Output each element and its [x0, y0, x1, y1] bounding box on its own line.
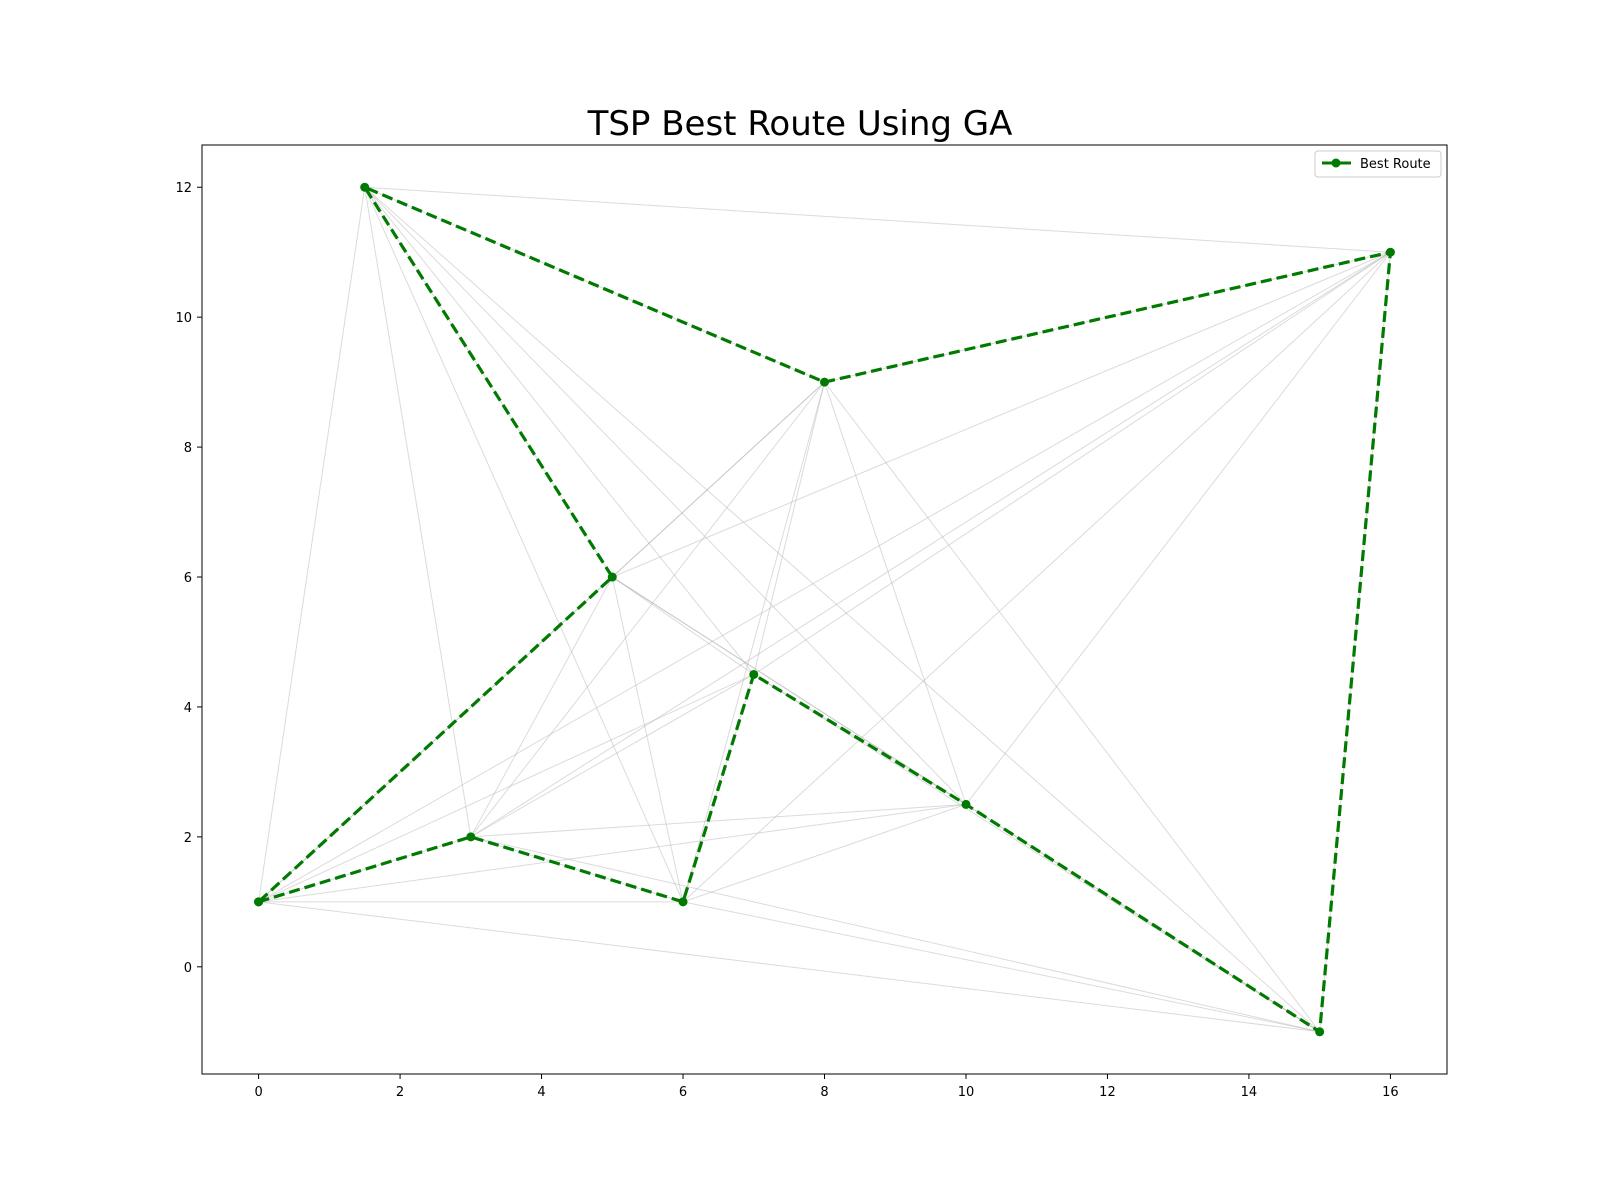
- background-edge: [612, 576, 755, 675]
- best-route-series: [254, 182, 1395, 1037]
- y-tick-label: 12: [175, 181, 192, 196]
- background-edge: [470, 836, 1320, 1033]
- background-edge: [258, 381, 825, 903]
- route-point: [749, 669, 759, 679]
- background-edge: [258, 674, 754, 903]
- y-tick-label: 8: [184, 441, 192, 456]
- route-point: [1385, 247, 1395, 257]
- background-edge: [682, 251, 1391, 903]
- route-point: [607, 572, 617, 582]
- y-tick-label: 4: [184, 701, 192, 716]
- background-edge: [364, 186, 1321, 1033]
- axes: 0 2 4 6 8 10 12 14 16 0 2 4 6 8 10 12: [175, 144, 1448, 1100]
- x-tick-label: 8: [820, 1085, 828, 1100]
- background-edge: [612, 576, 967, 805]
- y-tick-label: 0: [184, 961, 192, 976]
- background-edge: [470, 381, 825, 838]
- background-edge: [258, 251, 1391, 903]
- background-edge: [364, 186, 755, 675]
- plot-frame: [201, 144, 1448, 1075]
- x-tick-label: 10: [958, 1085, 975, 1100]
- background-edge: [364, 187, 684, 903]
- route-point: [820, 377, 829, 387]
- background-edge: [682, 901, 1320, 1033]
- background-edge: [824, 381, 967, 805]
- legend-box: [1314, 150, 1442, 178]
- background-edge: [824, 381, 1321, 1033]
- x-tick-label: 12: [1099, 1085, 1116, 1100]
- route-point: [678, 897, 688, 907]
- background-edge: [753, 382, 825, 675]
- background-edge: [965, 251, 1391, 805]
- chart-title: TSP Best Route Using GA: [587, 104, 1013, 144]
- legend-label-best-route: Best Route: [1360, 157, 1431, 172]
- best-route-line: [257, 185, 1393, 1034]
- route-point: [254, 897, 264, 907]
- background-edge: [611, 381, 825, 578]
- y-tick-label: 10: [175, 311, 192, 326]
- background-edge: [753, 251, 1391, 675]
- background-edge: [470, 674, 755, 838]
- background-edge: [470, 576, 613, 838]
- background-edge: [364, 186, 967, 805]
- x-tick-label: 16: [1382, 1085, 1399, 1100]
- background-edge: [364, 187, 472, 837]
- background-edge: [258, 187, 366, 902]
- background-edge: [470, 803, 967, 838]
- x-tick-label: 0: [254, 1085, 262, 1100]
- background-edge: [611, 576, 684, 902]
- y-tick-label: 2: [184, 831, 192, 846]
- background-edge: [682, 381, 825, 902]
- route-point: [961, 799, 971, 809]
- x-tick-label: 14: [1241, 1085, 1258, 1100]
- background-edge: [364, 186, 1391, 253]
- x-tick-label: 6: [679, 1085, 687, 1100]
- background-edge: [258, 803, 967, 903]
- x-tick-label: 4: [537, 1085, 545, 1100]
- background-edge: [470, 251, 1391, 838]
- legend: Best Route: [1314, 150, 1442, 178]
- background-edge: [258, 576, 613, 903]
- background-edge: [612, 251, 1391, 578]
- x-tick-label: 2: [396, 1085, 404, 1100]
- route-point: [466, 832, 476, 842]
- background-edge: [258, 901, 1320, 1033]
- background-edges: [258, 186, 1391, 1033]
- route-point: [360, 182, 370, 192]
- route-point: [1315, 1027, 1325, 1037]
- background-edge: [682, 803, 967, 903]
- y-tick-label: 6: [184, 571, 192, 586]
- legend-marker-swatch: [1331, 158, 1341, 168]
